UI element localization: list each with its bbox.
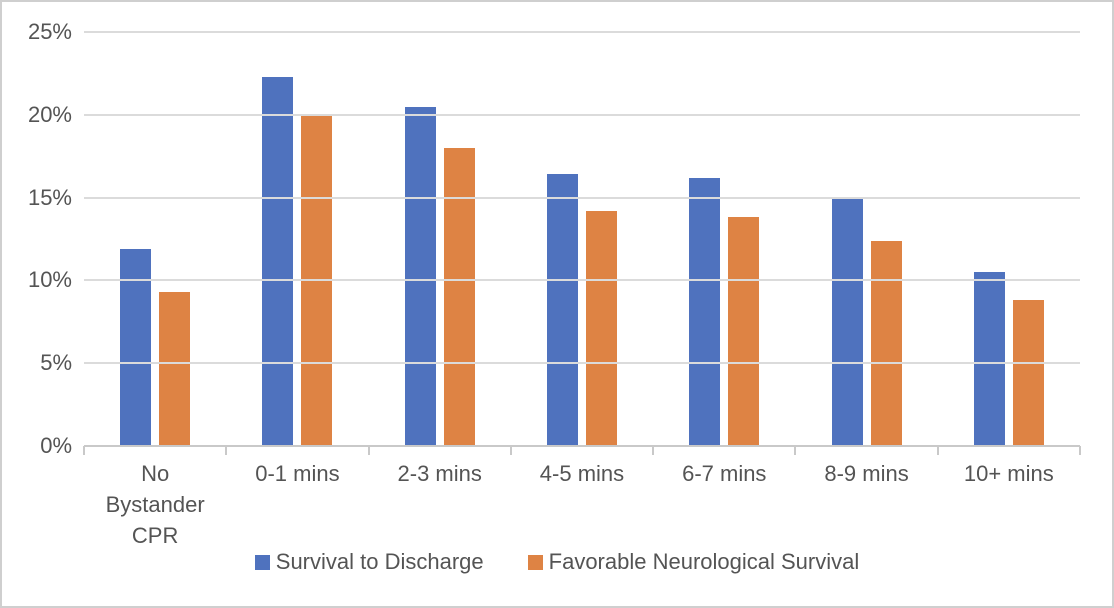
axis-tick bbox=[794, 446, 797, 455]
x-tick-label-10-mins: 10+ mins bbox=[963, 461, 1054, 486]
legend-label: Favorable Neurological Survival bbox=[548, 549, 860, 574]
bar-favorable-neurological-survival-8-9-mins bbox=[870, 240, 902, 446]
bar-group-0-1-mins bbox=[226, 32, 368, 446]
bar-group-4-5-mins bbox=[511, 32, 653, 446]
y-axis-labels: 0% 5% 10% 15% 20% 25% bbox=[2, 19, 72, 458]
y-tick-label: 0% bbox=[40, 433, 72, 458]
bar-group-6-7-mins bbox=[653, 32, 795, 446]
y-tick-label: 25% bbox=[27, 19, 72, 44]
bar-favorable-neurological-survival-no-bystander-cpr bbox=[159, 292, 191, 446]
bar-survival-to-discharge-6-7-mins bbox=[689, 177, 721, 446]
bar-survival-to-discharge-2-3-mins bbox=[404, 106, 436, 446]
legend-label: Survival to Discharge bbox=[275, 549, 484, 574]
bar-survival-to-discharge-8-9-mins bbox=[831, 197, 863, 446]
bar-survival-to-discharge-10-mins bbox=[973, 272, 1005, 446]
legend-item-favorable-neurological-survival: Favorable Neurological Survival bbox=[527, 548, 860, 576]
x-tick-label-no-bystander-cpr: No Bystander CPR bbox=[105, 461, 205, 548]
y-tick-label: 10% bbox=[27, 267, 72, 293]
x-tick-label-2-3-mins: 2-3 mins bbox=[397, 461, 482, 486]
legend-item-survival-to-discharge: Survival to Discharge bbox=[254, 548, 484, 576]
x-tick-label-6-7-mins: 6-7 mins bbox=[682, 461, 767, 486]
axis-tick bbox=[225, 446, 228, 455]
gridline-25% bbox=[84, 31, 1080, 33]
axis-tick bbox=[1079, 446, 1081, 455]
legend-swatch-icon bbox=[254, 554, 270, 570]
bar-favorable-neurological-survival-10-mins bbox=[1012, 300, 1044, 446]
axis-tick bbox=[83, 446, 85, 455]
bar-favorable-neurological-survival-4-5-mins bbox=[585, 210, 617, 446]
bar-groups bbox=[84, 32, 1080, 446]
x-tick-label-0-1-mins: 0-1 mins bbox=[255, 461, 340, 486]
x-tick-label-8-9-mins: 8-9 mins bbox=[824, 461, 909, 486]
y-tick-label: 15% bbox=[27, 184, 72, 210]
axis-tick bbox=[936, 446, 939, 455]
axis-tick bbox=[509, 446, 512, 455]
bar-group-2-3-mins bbox=[369, 32, 511, 446]
bar-group-10-mins bbox=[938, 32, 1080, 446]
x-axis-labels: No Bystander CPR 0-1 mins 2-3 mins 4-5 mins… bbox=[84, 458, 1080, 551]
bar-survival-to-discharge-no-bystander-cpr bbox=[120, 248, 152, 446]
bar-survival-to-discharge-0-1-mins bbox=[262, 76, 294, 446]
bar-group-8-9-mins bbox=[795, 32, 937, 446]
plot-area bbox=[83, 31, 1081, 455]
axis-tick bbox=[367, 446, 370, 455]
legend-swatch-icon bbox=[527, 554, 543, 570]
x-tick-label-4-5-mins: 4-5 mins bbox=[539, 461, 625, 486]
legend: Survival to Discharge Favorable Neurologi… bbox=[2, 548, 1112, 576]
axis-tick bbox=[652, 446, 655, 455]
bar-favorable-neurological-survival-2-3-mins bbox=[443, 147, 475, 446]
bar-survival-to-discharge-4-5-mins bbox=[546, 174, 578, 446]
y-tick-label: 20% bbox=[27, 101, 72, 127]
gridline-5% bbox=[84, 362, 1080, 365]
gridline-10% bbox=[84, 279, 1080, 282]
x-axis-line bbox=[84, 445, 1080, 447]
bar-favorable-neurological-survival-6-7-mins bbox=[728, 217, 760, 446]
gridline-20% bbox=[84, 113, 1080, 116]
bar-group-no-bystander-cpr bbox=[84, 32, 226, 446]
gridline-15% bbox=[84, 196, 1080, 199]
y-tick-label: 5% bbox=[40, 350, 72, 376]
